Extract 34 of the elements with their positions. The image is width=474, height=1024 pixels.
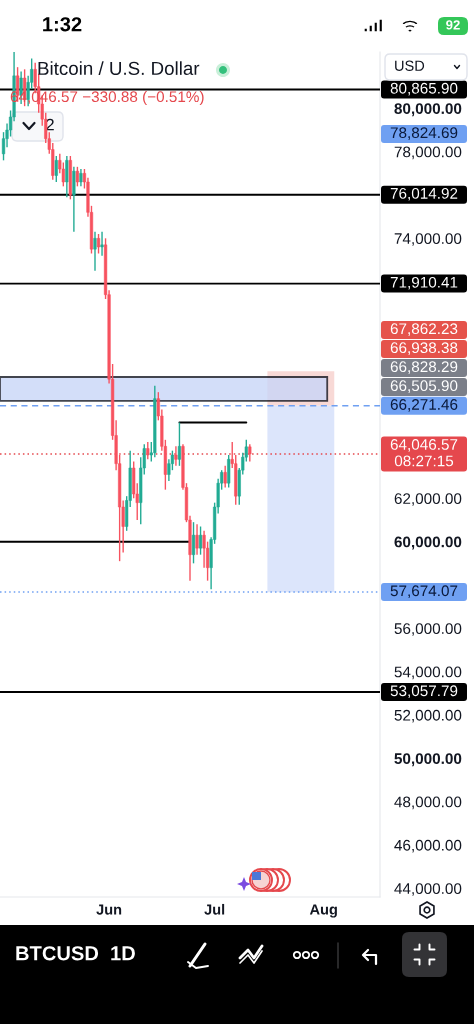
y-tick-label: 78,000.00 (394, 146, 462, 160)
ref-line-label: 66,271.46 (390, 399, 458, 412)
text: 66,505.90 (390, 380, 458, 393)
y-tick-label: 44,000.00 (394, 883, 462, 896)
y-tick-label: 74,000.00 (394, 233, 462, 246)
y-tick-label: 52,000.00 (394, 709, 462, 723)
y-tick-label: 60,000.00 (394, 536, 462, 550)
ref-line-label: 53,057.79 (390, 685, 458, 698)
annotation: 2 (46, 118, 54, 131)
text: 92 (446, 20, 460, 30)
text: 78,824.69 (390, 127, 458, 140)
y-tick-label: 80,000.00 (394, 103, 462, 117)
ref-line-label: 64,046.57 08:27:15 (390, 439, 458, 467)
text: 1:32 (43, 17, 82, 32)
x-tick-label: Aug (309, 904, 337, 918)
text: 66,938.38 (390, 342, 458, 355)
y-tick-label: 50,000.00 (394, 753, 462, 767)
y-tick-label: 46,000.00 (394, 839, 462, 853)
text: USD (395, 60, 425, 71)
chart-title: Bitcoin / U.S. Dollar (38, 61, 200, 76)
text: BTCUSD (16, 946, 99, 961)
ref-line-label: 57,674.07 (390, 585, 458, 598)
text: 1D (111, 946, 135, 961)
ref-line-label: 76,014.92 (390, 187, 458, 201)
y-tick-label: 54,000.00 (394, 666, 462, 680)
ref-line-label: 80,865.90 (390, 82, 458, 96)
y-tick-label: 48,000.00 (394, 796, 462, 810)
text: 66,828.29 (390, 361, 458, 374)
text: 67,862.23 (390, 323, 458, 336)
x-tick-label: Jul (204, 903, 225, 915)
y-tick-label: 56,000.00 (394, 623, 462, 636)
y-tick-label: 62,000.00 (394, 493, 462, 506)
ref-line-label: 71,910.41 (390, 276, 458, 290)
x-tick-label: Jun (96, 904, 122, 915)
